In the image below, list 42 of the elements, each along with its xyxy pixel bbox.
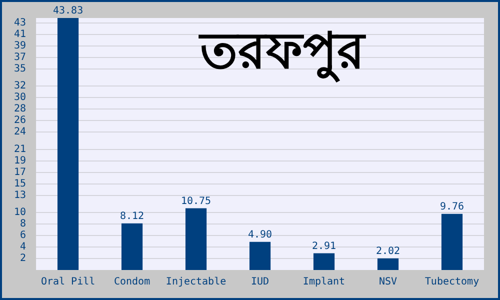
- y-tick-label: 32: [14, 80, 26, 92]
- y-tick-label: 30: [14, 92, 26, 104]
- bar: [185, 208, 207, 270]
- y-tick-label: 2: [20, 253, 26, 264]
- data-label: 9.76: [440, 201, 464, 212]
- y-tick-label: 26: [14, 115, 26, 126]
- data-label: 8.12: [120, 210, 144, 222]
- data-label: 4.90: [248, 229, 272, 240]
- y-tick-label: 37: [14, 52, 26, 63]
- x-tick-label: Implant: [302, 276, 346, 288]
- bar: [121, 223, 143, 270]
- y-tick-label: 24: [14, 126, 26, 138]
- bar: [57, 18, 79, 270]
- data-label: 43.83: [52, 6, 84, 17]
- x-tick-label: NSV: [378, 276, 398, 288]
- y-tick-label: 8: [20, 218, 26, 230]
- x-tick-label: Condom: [114, 276, 150, 288]
- y-tick-label: 17: [14, 166, 26, 178]
- bar: [249, 242, 271, 270]
- y-tick-label: 13: [14, 190, 26, 201]
- y-tick-label: 21: [14, 144, 26, 155]
- y-tick-label: 41: [14, 28, 26, 40]
- x-tick-label: Injectable: [166, 276, 226, 288]
- x-tick-label: Tubectomy: [424, 276, 480, 288]
- x-tick-label: IUD: [250, 276, 270, 288]
- y-tick-label: 10: [14, 207, 26, 218]
- y-tick-label: 4: [20, 242, 26, 253]
- y-tick-label: 6: [20, 230, 26, 242]
- x-tick-label: Oral Pill: [40, 276, 96, 288]
- bar: [313, 253, 335, 270]
- chart-title: তরফপুর: [198, 22, 366, 83]
- y-tick-label: 39: [14, 40, 26, 52]
- data-label: 2.91: [312, 240, 336, 252]
- y-tick-label: 28: [14, 104, 26, 115]
- data-label: 10.75: [180, 196, 212, 207]
- y-tick-label: 19: [14, 155, 26, 166]
- bar: [377, 258, 399, 270]
- y-tick-label: 43: [14, 17, 26, 28]
- data-label: 2.02: [376, 246, 400, 257]
- bar: [441, 214, 463, 270]
- y-tick-label: 35: [14, 63, 26, 74]
- y-tick-label: 15: [14, 178, 26, 190]
